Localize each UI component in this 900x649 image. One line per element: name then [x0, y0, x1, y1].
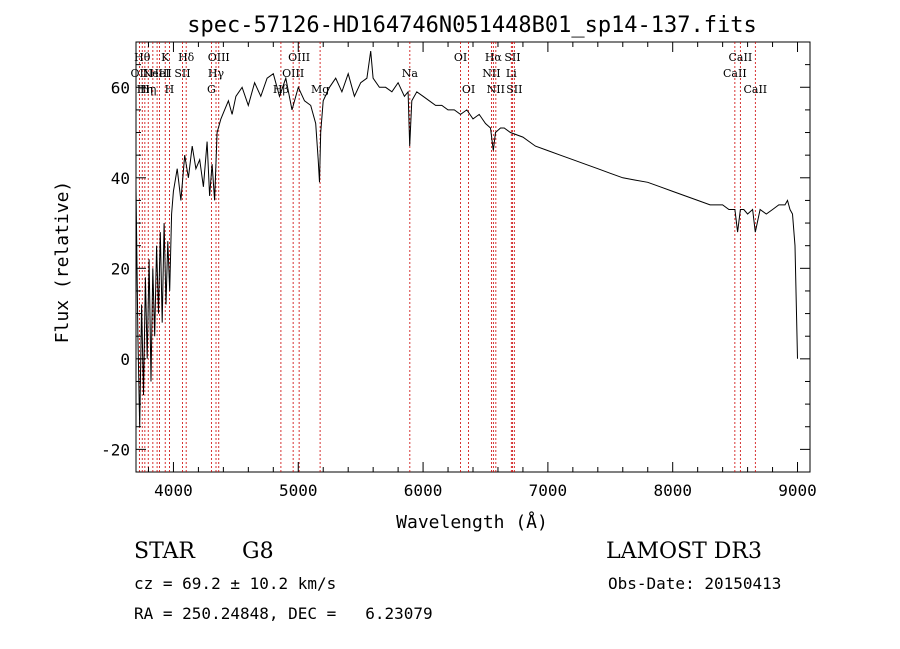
redshift-value: cz = 69.2 ± 10.2 km/s [134, 574, 337, 593]
x-tick-label: 4000 [154, 481, 193, 500]
line-label: CaII [729, 51, 753, 64]
spectral-line-labels: OIIHθHηHηNeIIIHeIKHSIIHδGHγOIIIHβOIIIOII… [131, 51, 768, 96]
line-label: OIII [282, 67, 304, 80]
line-label: Hδ [178, 51, 195, 64]
spectral-line-markers [138, 42, 756, 472]
line-label: OI [454, 51, 467, 64]
line-label: SII [504, 51, 520, 64]
x-axis-ticks: 4000 5000 6000 7000 8000 9000 [147, 42, 817, 500]
y-tick-label: 20 [111, 259, 130, 278]
line-label: H [165, 83, 175, 96]
y-tick-label: 0 [120, 350, 130, 369]
line-label: Hα [485, 51, 503, 64]
x-tick-label: 9000 [778, 481, 817, 500]
line-label: K [161, 51, 170, 64]
spectrum-line [135, 51, 798, 427]
line-label: OII [131, 67, 149, 80]
line-label: HeI [149, 67, 169, 80]
line-label: CaII [743, 83, 767, 96]
line-label: Na [402, 67, 419, 80]
coordinates: RA = 250.24848, DEC = 6.23079 [134, 604, 433, 623]
line-label: Hη [140, 83, 156, 96]
line-label: G [207, 83, 216, 96]
object-class: STAR [134, 539, 195, 564]
line-label: NII [487, 83, 505, 96]
x-axis-label: Wavelength (Å) [396, 511, 548, 533]
survey-label: LAMOST DR3 [606, 539, 762, 564]
y-tick-label: 60 [111, 78, 130, 97]
line-label: Mg [311, 83, 329, 96]
line-label: Hγ [208, 67, 225, 80]
line-label: Hθ [134, 51, 151, 64]
line-label: NII [482, 67, 500, 80]
x-tick-label: 7000 [529, 481, 568, 500]
y-tick-label: 40 [111, 169, 130, 188]
obs-date: Obs-Date: 20150413 [608, 574, 782, 593]
y-axis-ticks: -20 0 20 40 60 [101, 41, 810, 473]
line-label: SII [174, 67, 190, 80]
line-label: OIII [208, 51, 230, 64]
x-tick-label: 5000 [279, 481, 318, 500]
line-label: CaII [723, 67, 747, 80]
line-label: OI [462, 83, 475, 96]
y-axis-label: Flux (relative) [52, 181, 73, 344]
x-tick-label: 8000 [653, 481, 692, 500]
line-label: Li [506, 67, 517, 80]
plot-frame [135, 41, 811, 473]
line-label: OIII [288, 51, 310, 64]
line-label: Hβ [273, 83, 289, 96]
chart-title: spec-57126-HD164746N051448B01_sp14-137.f… [187, 13, 757, 38]
object-subclass: G8 [242, 539, 274, 564]
x-tick-label: 6000 [404, 481, 443, 500]
line-label: Hη [137, 83, 153, 96]
line-label: SII [506, 83, 522, 96]
line-label: NeIII [143, 67, 172, 80]
y-tick-label: -20 [101, 440, 130, 459]
